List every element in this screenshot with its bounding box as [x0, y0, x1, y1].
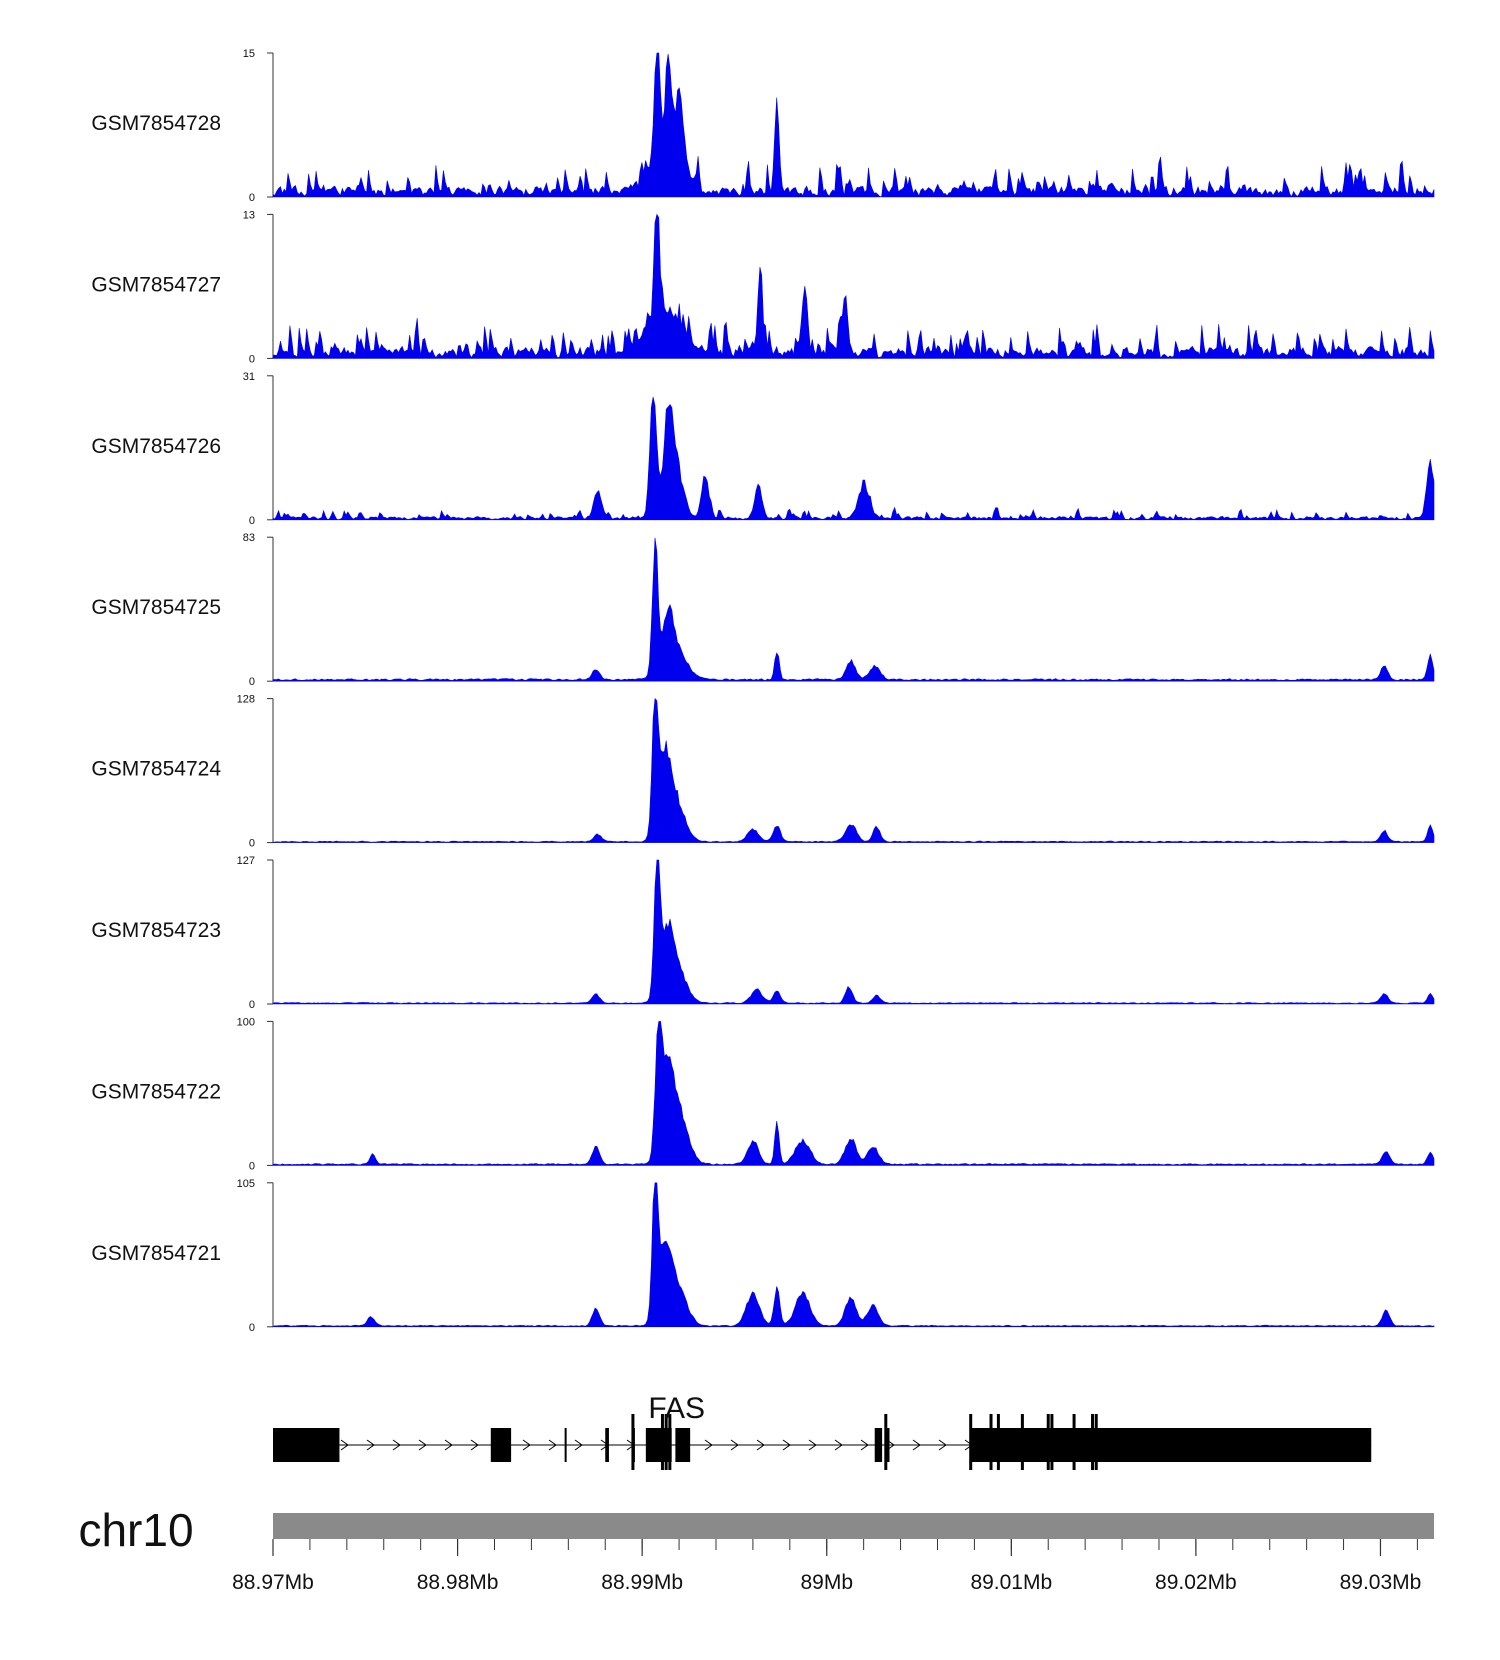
strand-arrow	[418, 1439, 427, 1451]
gene-name-label: FAS	[648, 1392, 705, 1425]
track-GSM7854725: GSM7854725 83 0	[91, 532, 1435, 688]
coverage-area	[272, 396, 1435, 521]
exon-block	[874, 1428, 883, 1462]
chromosome-label: chr10	[78, 1504, 193, 1556]
exon-block	[605, 1428, 609, 1462]
exon-boundary-mark	[1072, 1414, 1076, 1470]
axis-tick-label: 89.03Mb	[1340, 1571, 1422, 1594]
gene-model-track: FAS	[273, 1392, 1372, 1470]
track-GSM7854724: GSM7854724 128 0	[91, 694, 1435, 850]
chromosome-ideogram-bar	[273, 1513, 1434, 1539]
strand-arrow	[366, 1439, 375, 1451]
axis-tick-label: 89.02Mb	[1155, 1571, 1237, 1594]
exon-boundary-mark	[1046, 1414, 1050, 1470]
strand-arrow	[938, 1439, 947, 1451]
coverage-tracks: GSM7854728150GSM7854727130GSM7854726310G…	[91, 48, 1435, 1334]
axis-tick-label: 88.97Mb	[232, 1571, 314, 1594]
strand-arrow	[912, 1439, 921, 1451]
y-max-label: 127	[237, 855, 255, 867]
exon-block	[273, 1428, 340, 1462]
exon-boundary-mark	[989, 1414, 993, 1470]
exon-boundary-mark	[668, 1414, 672, 1470]
y-zero-label: 0	[249, 838, 255, 850]
track-label: GSM7854726	[91, 435, 221, 458]
track-label: GSM7854723	[91, 919, 221, 942]
strand-arrow	[834, 1439, 843, 1451]
y-zero-label: 0	[249, 1160, 255, 1172]
exon-boundary-mark	[884, 1414, 888, 1470]
exon-block	[490, 1428, 512, 1462]
track-GSM7854726: GSM7854726 31 0	[91, 371, 1435, 527]
coverage-area	[272, 213, 1435, 359]
exon-boundary-mark	[1020, 1414, 1024, 1470]
exon-block	[675, 1428, 691, 1462]
y-zero-label: 0	[249, 192, 255, 204]
y-zero-label: 0	[249, 999, 255, 1011]
y-max-label: 31	[243, 371, 255, 383]
coverage-area	[272, 1182, 1435, 1328]
track-label: GSM7854727	[91, 273, 221, 296]
exon-block	[645, 1428, 672, 1462]
y-max-label: 13	[243, 209, 255, 221]
strand-arrow	[782, 1439, 791, 1451]
y-max-label: 83	[243, 532, 255, 544]
y-zero-label: 0	[249, 1322, 255, 1334]
axis-tick-label: 89Mb	[800, 1571, 853, 1594]
strand-arrow	[392, 1439, 401, 1451]
exon-boundary-mark	[1091, 1414, 1095, 1470]
strand-arrow	[704, 1439, 713, 1451]
strand-arrow	[444, 1439, 453, 1451]
exon-boundary-mark	[1050, 1414, 1054, 1470]
strand-arrow	[756, 1439, 765, 1451]
exon-block	[564, 1428, 567, 1462]
y-zero-label: 0	[249, 515, 255, 527]
track-GSM7854727: GSM7854727 13 0	[91, 209, 1435, 365]
axis-tick-label: 88.98Mb	[417, 1571, 499, 1594]
exon-boundary-mark	[664, 1414, 668, 1470]
track-label: GSM7854722	[91, 1080, 221, 1103]
track-label: GSM7854721	[91, 1242, 221, 1265]
strand-arrow	[574, 1439, 583, 1451]
strand-arrow	[730, 1439, 739, 1451]
exon-boundary-mark	[660, 1414, 664, 1470]
coverage-area	[272, 859, 1435, 1005]
y-zero-label: 0	[249, 676, 255, 688]
strand-arrow	[860, 1439, 869, 1451]
y-max-label: 100	[237, 1016, 255, 1028]
track-label: GSM7854725	[91, 596, 221, 619]
y-max-label: 15	[243, 48, 255, 60]
exon-block	[970, 1428, 1372, 1462]
axis-tick-label: 88.99Mb	[601, 1571, 683, 1594]
exon-boundary-mark	[1094, 1414, 1098, 1470]
strand-arrow	[340, 1439, 349, 1451]
track-label: GSM7854728	[91, 112, 221, 135]
y-max-label: 128	[237, 694, 255, 706]
track-label: GSM7854724	[91, 758, 221, 781]
track-GSM7854723: GSM7854723 127 0	[91, 855, 1435, 1011]
exon-boundary-mark	[996, 1414, 1000, 1470]
strand-arrow	[470, 1439, 479, 1451]
exon-boundary-mark	[969, 1414, 973, 1470]
exon-block	[885, 1428, 890, 1462]
coverage-area	[272, 52, 1435, 198]
track-GSM7854728: GSM7854728 15 0	[91, 48, 1435, 204]
axis-tick-label: 89.01Mb	[970, 1571, 1052, 1594]
coverage-area	[272, 697, 1435, 843]
coverage-area	[272, 1021, 1435, 1166]
coverage-area	[272, 537, 1435, 682]
genome-axis: chr10 88.97Mb 88.98Mb 88.99Mb 89Mb 89.01Mb 89…	[78, 1504, 1434, 1594]
track-GSM7854722: GSM7854722 100 0	[91, 1016, 1435, 1172]
exon-boundary-mark	[631, 1414, 635, 1470]
track-GSM7854721: GSM7854721 105 0	[91, 1178, 1435, 1334]
y-zero-label: 0	[249, 353, 255, 365]
strand-arrow	[522, 1439, 531, 1451]
y-max-label: 105	[237, 1178, 255, 1190]
strand-arrow	[808, 1439, 817, 1451]
strand-arrow	[548, 1439, 557, 1451]
